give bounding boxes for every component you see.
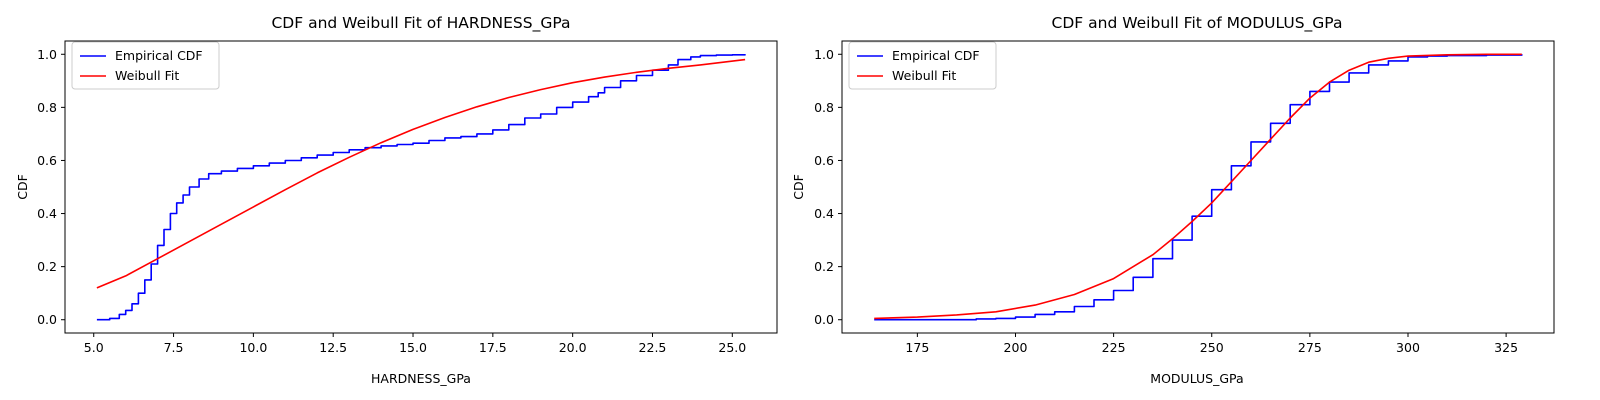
y-tick-label: 0.4 <box>814 206 834 221</box>
x-tick-label: 20.0 <box>559 340 587 355</box>
x-tick-label: 250 <box>1200 340 1224 355</box>
legend-label-empirical: Empirical CDF <box>115 48 203 63</box>
chart-title: CDF and Weibull Fit of MODULUS_GPa <box>1052 14 1343 33</box>
y-tick-label: 1.0 <box>814 47 834 62</box>
x-tick-label: 325 <box>1494 340 1518 355</box>
plot-lines <box>96 54 746 321</box>
y-tick-label: 0.4 <box>37 206 57 221</box>
chart-title: CDF and Weibull Fit of HARDNESS_GPa <box>271 14 570 33</box>
x-tick-label: 275 <box>1298 340 1322 355</box>
x-tick-label: 5.0 <box>84 340 104 355</box>
y-tick-label: 0.0 <box>814 312 834 327</box>
legend-label-weibull: Weibull Fit <box>892 68 956 83</box>
y-axis-label: CDF <box>15 174 30 200</box>
x-axis-label: HARDNESS_GPa <box>371 371 471 386</box>
axis-ticks: 5.0 7.5 10.0 12.5 15.0 17.5 20.0 22.5 25.0 0.0 0.2… <box>37 47 746 355</box>
legend-label-weibull: Weibull Fit <box>115 68 179 83</box>
x-tick-label: 15.0 <box>399 340 427 355</box>
x-tick-label: 12.5 <box>319 340 347 355</box>
x-tick-label: 225 <box>1102 340 1126 355</box>
x-tick-label: 17.5 <box>479 340 507 355</box>
empirical-cdf-line <box>96 54 746 321</box>
y-tick-label: 1.0 <box>37 47 57 62</box>
x-tick-label: 25.0 <box>718 340 746 355</box>
legend: Empirical CDF Weibull Fit <box>848 41 997 90</box>
weibull-fit-line <box>96 58 746 289</box>
plot-frame <box>64 40 778 334</box>
plot-lines <box>874 53 1523 321</box>
legend: Empirical CDF Weibull Fit <box>71 41 220 90</box>
modulus-chart: CDF and Weibull Fit of MODULUS_GPa MODUL… <box>791 14 1555 386</box>
x-tick-label: 175 <box>905 340 929 355</box>
legend-box <box>71 41 220 90</box>
y-tick-label: 0.2 <box>37 259 57 274</box>
legend-box <box>848 41 997 90</box>
empirical-cdf-line <box>874 54 1523 321</box>
y-tick-label: 0.8 <box>37 100 57 115</box>
x-tick-label: 200 <box>1004 340 1028 355</box>
axis-ticks: 175 200 225 250 275 300 325 0.0 0.2 0.4 0.6 0.8 1.0 <box>814 47 1518 355</box>
y-tick-label: 0.6 <box>814 153 834 168</box>
x-tick-label: 10.0 <box>239 340 267 355</box>
x-tick-label: 22.5 <box>639 340 667 355</box>
y-tick-label: 0.6 <box>37 153 57 168</box>
x-tick-label: 300 <box>1396 340 1420 355</box>
y-tick-label: 0.0 <box>37 312 57 327</box>
y-axis-label: CDF <box>791 174 806 200</box>
weibull-fit-line <box>874 53 1522 320</box>
y-tick-label: 0.8 <box>814 100 834 115</box>
y-tick-label: 0.2 <box>814 259 834 274</box>
legend-label-empirical: Empirical CDF <box>892 48 980 63</box>
hardness-chart: CDF and Weibull Fit of HARDNESS_GPa HARD… <box>15 14 778 386</box>
x-tick-label: 7.5 <box>164 340 184 355</box>
plot-frame <box>841 40 1555 334</box>
x-axis-label: MODULUS_GPa <box>1150 371 1243 386</box>
